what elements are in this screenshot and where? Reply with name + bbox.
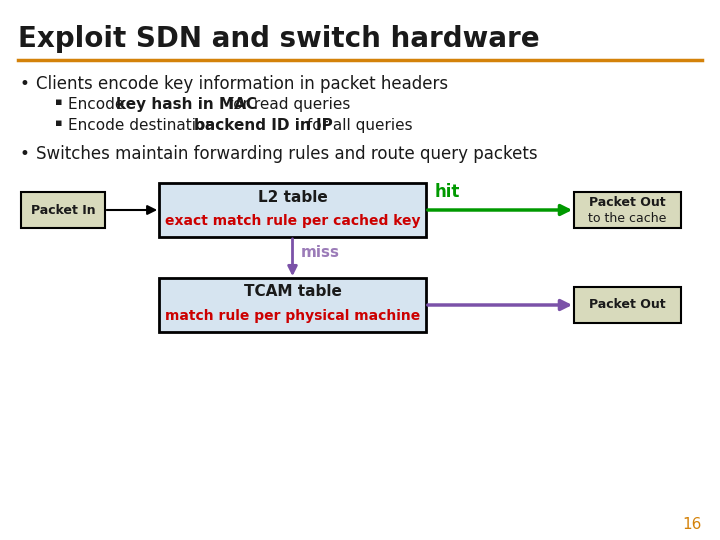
Text: 16: 16 (683, 517, 702, 532)
Text: Switches maintain forwarding rules and route query packets: Switches maintain forwarding rules and r… (36, 145, 538, 163)
Text: hit: hit (435, 183, 460, 201)
FancyBboxPatch shape (574, 287, 681, 323)
Text: match rule per physical machine: match rule per physical machine (165, 309, 420, 323)
Text: Packet Out: Packet Out (589, 197, 666, 210)
Text: •: • (20, 145, 30, 163)
Text: ▪: ▪ (55, 118, 63, 128)
FancyBboxPatch shape (159, 183, 426, 237)
Text: key hash in MAC: key hash in MAC (116, 97, 257, 112)
Text: Packet In: Packet In (31, 204, 95, 217)
Text: •: • (20, 75, 30, 93)
Text: Exploit SDN and switch hardware: Exploit SDN and switch hardware (18, 25, 539, 53)
Text: exact match rule per cached key: exact match rule per cached key (165, 214, 420, 228)
FancyBboxPatch shape (574, 192, 681, 228)
FancyBboxPatch shape (159, 278, 426, 332)
Text: Encode destination: Encode destination (68, 118, 220, 133)
Text: Packet Out: Packet Out (589, 299, 666, 312)
Text: to the cache: to the cache (588, 212, 667, 225)
Text: for all queries: for all queries (302, 118, 413, 133)
Text: ▪: ▪ (55, 97, 63, 107)
Text: backend ID in IP: backend ID in IP (194, 118, 333, 133)
Text: miss: miss (300, 245, 340, 260)
Text: Clients encode key information in packet headers: Clients encode key information in packet… (36, 75, 448, 93)
Text: L2 table: L2 table (258, 190, 328, 205)
Text: for read queries: for read queries (223, 97, 351, 112)
FancyBboxPatch shape (21, 192, 105, 228)
Text: Encode: Encode (68, 97, 130, 112)
Text: TCAM table: TCAM table (243, 285, 341, 300)
